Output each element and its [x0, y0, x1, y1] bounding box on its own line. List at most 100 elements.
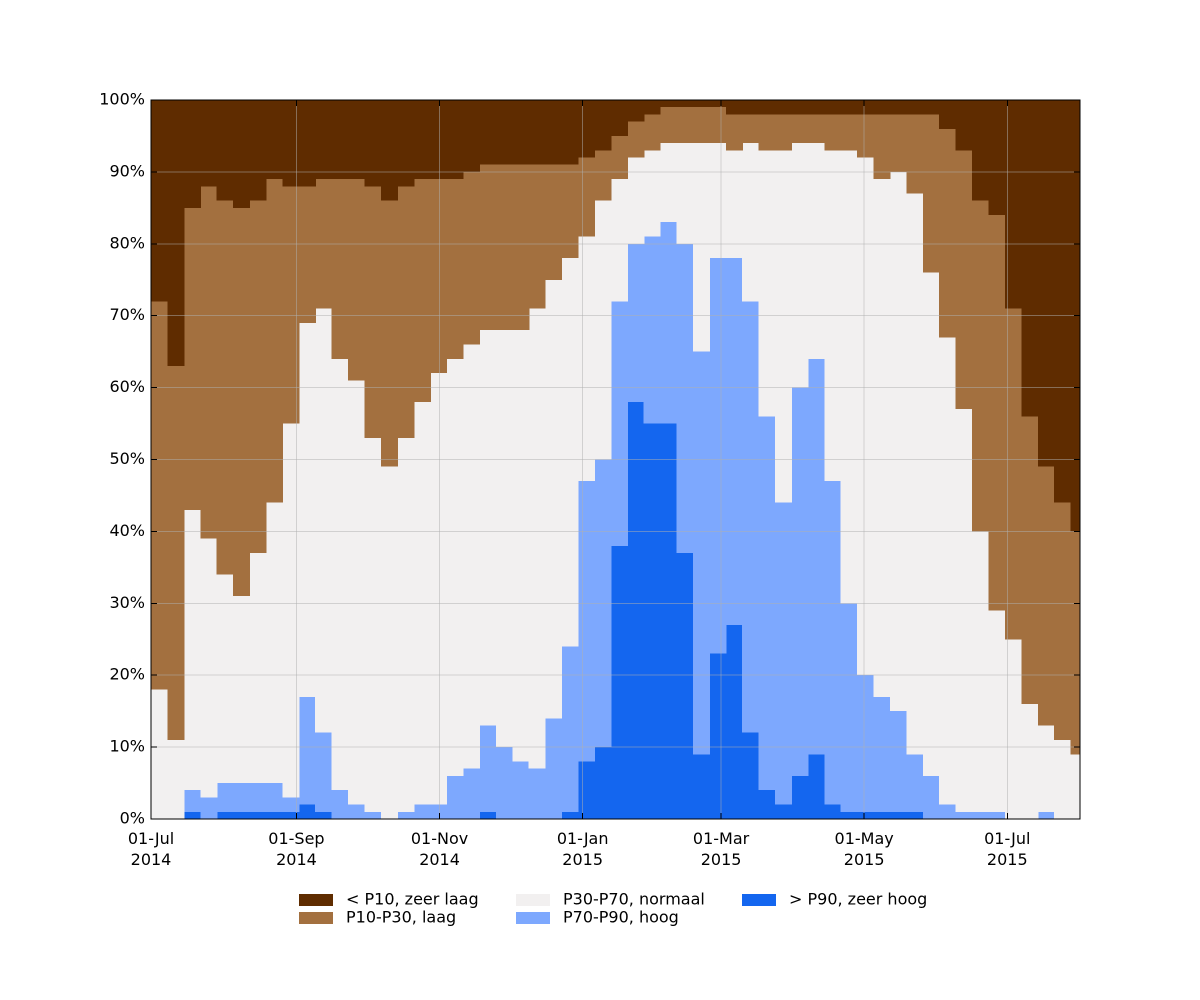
area-series [151, 143, 1080, 819]
area-step [873, 811, 891, 819]
area-step [298, 186, 316, 323]
area-step [807, 358, 825, 755]
area-step [479, 811, 497, 819]
area-step [167, 366, 185, 740]
area-step [610, 545, 628, 819]
area-step [216, 783, 234, 812]
area-step [889, 114, 907, 172]
area-step [512, 330, 530, 762]
area-step [676, 143, 694, 244]
area-step [577, 481, 595, 762]
area-step [692, 143, 710, 352]
area-step [1021, 703, 1039, 819]
area-step [922, 775, 940, 819]
area-step [594, 100, 612, 151]
area-step [922, 114, 940, 273]
area-step [200, 100, 218, 187]
area-step [922, 272, 940, 776]
area-step [660, 100, 678, 108]
area-step [955, 150, 973, 410]
y-tick-label: 30% [109, 593, 145, 612]
area-step [889, 171, 907, 712]
area-step [692, 107, 710, 144]
area-step [643, 114, 661, 151]
area-step [791, 114, 809, 144]
area-step [676, 552, 694, 819]
legend-label: P70-P90, hoog [563, 908, 679, 927]
area-step [775, 804, 793, 819]
area-step [791, 100, 809, 115]
area-step [479, 725, 497, 812]
area-series [183, 222, 1055, 819]
area-step [315, 732, 333, 812]
area-step [709, 143, 727, 259]
area-step [479, 100, 497, 165]
area-step [446, 775, 464, 819]
area-step [758, 150, 776, 417]
area-step [183, 100, 201, 208]
area-step [249, 552, 267, 784]
area-step [463, 344, 481, 769]
area-step [561, 100, 579, 165]
area-step [364, 437, 382, 812]
x-tick-label: 01-Nov 2014 [411, 829, 468, 869]
area-step [561, 258, 579, 647]
area-step [610, 301, 628, 546]
area-step [775, 502, 793, 805]
area-step [627, 243, 645, 402]
area-step [709, 653, 727, 819]
area-step [807, 143, 825, 359]
area-step [988, 610, 1006, 812]
area-step [463, 100, 481, 172]
area-step [807, 100, 825, 115]
area-step [857, 811, 875, 819]
area-step [775, 100, 793, 115]
legend-swatch [299, 894, 333, 906]
area-step [315, 811, 333, 819]
area-step [906, 754, 924, 812]
area-step [348, 100, 366, 180]
area-step [857, 157, 875, 676]
area-step [742, 143, 760, 302]
area-step [545, 164, 563, 280]
area-step [594, 150, 612, 201]
area-step [265, 811, 283, 819]
area-step [151, 301, 169, 690]
area-step [873, 114, 891, 180]
legend-label: > P90, zeer hoog [789, 890, 927, 909]
area-step [265, 179, 283, 503]
area-step [397, 100, 415, 187]
area-step [824, 100, 842, 115]
area-step [676, 107, 694, 144]
area-series [151, 107, 1080, 755]
area-step [709, 258, 727, 654]
area-step [561, 646, 579, 812]
area-step [840, 811, 858, 819]
area-step [200, 797, 218, 819]
area-step [397, 437, 415, 812]
area-step [298, 322, 316, 697]
area-step [512, 761, 530, 819]
legend-label: P10-P30, laag [346, 908, 456, 927]
area-step [988, 100, 1006, 216]
area-step [807, 114, 825, 144]
area-step [348, 380, 366, 805]
area-step [512, 100, 530, 165]
area-step [233, 207, 251, 597]
area-step [643, 150, 661, 237]
area-step [742, 301, 760, 733]
area-step [413, 804, 431, 819]
area-step [397, 811, 415, 819]
area-step [298, 100, 316, 187]
y-tick-label: 50% [109, 449, 145, 468]
area-step [1004, 639, 1022, 819]
area-step [643, 100, 661, 115]
y-tick-label: 100% [99, 90, 145, 109]
area-step [627, 121, 645, 158]
area-step [413, 179, 431, 402]
area-step [1037, 466, 1055, 726]
legend-swatch [516, 912, 550, 924]
area-step [873, 696, 891, 812]
area-step [1004, 100, 1022, 309]
area-step [643, 423, 661, 819]
